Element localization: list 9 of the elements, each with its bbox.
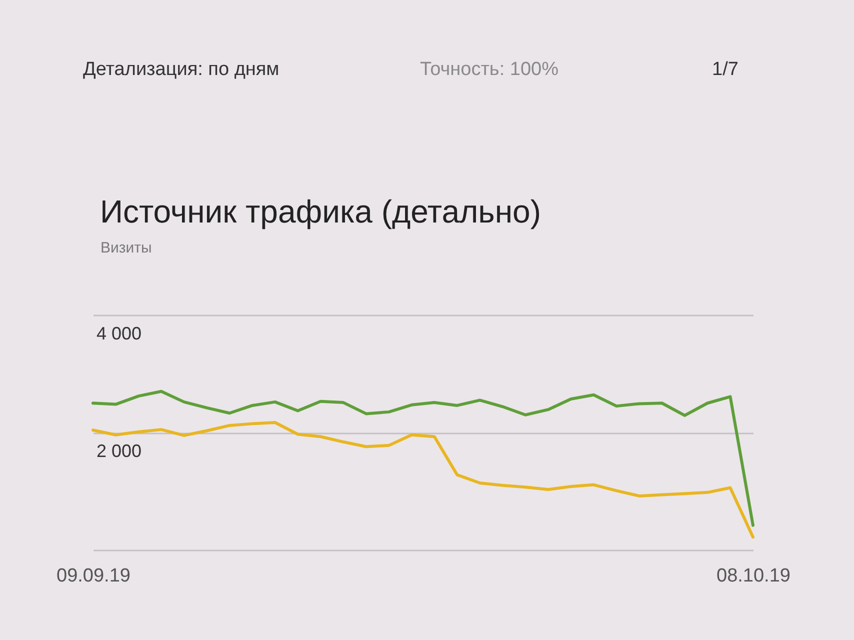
y-tick-label: 2 000 [96,441,142,461]
x-tick-label: 08.10.19 [716,566,790,586]
x-tick-label: 09.09.19 [56,566,130,586]
text: Детализация: по дням [83,59,280,80]
y-axis-title: Визиты [100,240,152,256]
chart-title: Источник трафика (детально) [100,194,541,230]
text: Точность: 100% [420,59,559,80]
y-tick-label: 4 000 [96,324,142,344]
text: 1/7 [712,59,738,80]
